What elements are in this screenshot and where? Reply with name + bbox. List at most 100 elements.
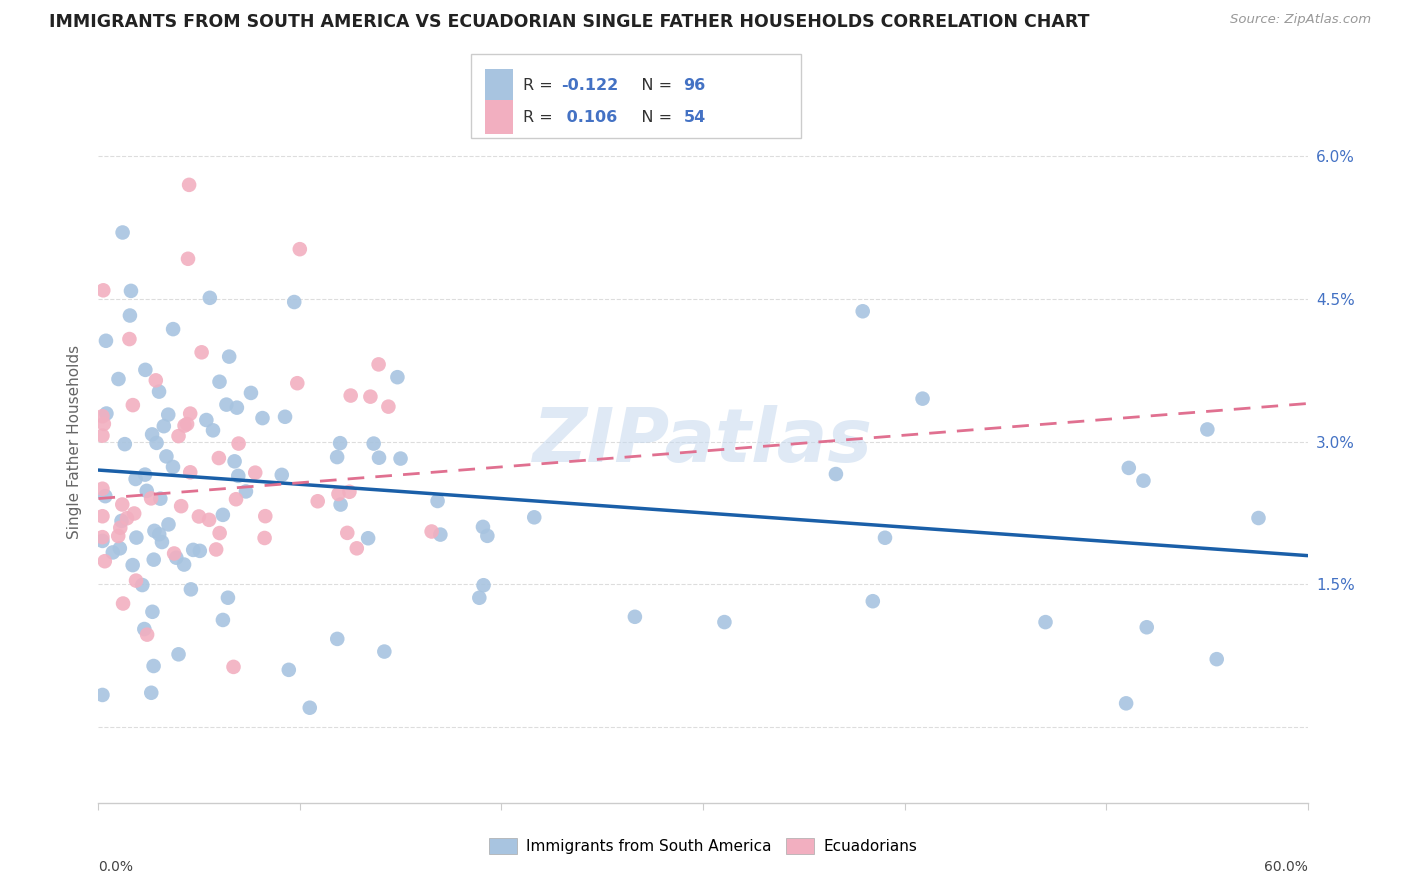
Point [111, 226, 134, 240]
Point [96, 407, 118, 421]
Point [215, 398, 238, 412]
Point [110, 521, 132, 535]
Point [167, 429, 190, 443]
Point [1197, 422, 1219, 436]
Point [190, 345, 212, 359]
Point [252, 411, 274, 425]
Point [167, 648, 190, 662]
Point [121, 558, 143, 573]
Point [91, 482, 114, 496]
Point [179, 466, 201, 480]
Point [1132, 474, 1154, 488]
Point [472, 578, 495, 592]
Point [93, 417, 115, 431]
Point [91, 533, 114, 548]
Point [367, 358, 389, 372]
Point [235, 484, 257, 499]
Text: -0.122: -0.122 [561, 78, 619, 94]
Point [110, 514, 132, 528]
Point [274, 409, 297, 424]
Point [205, 542, 228, 557]
Point [713, 615, 735, 629]
Point [387, 370, 409, 384]
Point [118, 332, 141, 346]
Point [389, 451, 412, 466]
Point [363, 436, 385, 450]
Text: 0.0%: 0.0% [98, 860, 134, 874]
Text: 54: 54 [683, 110, 706, 125]
Point [124, 472, 146, 486]
Point [141, 427, 163, 442]
Text: N =: N = [626, 78, 676, 94]
Point [101, 545, 124, 559]
Point [270, 467, 292, 482]
Point [420, 524, 443, 539]
Point [150, 535, 173, 549]
Point [852, 304, 875, 318]
Point [329, 498, 352, 512]
Point [477, 529, 499, 543]
Point [228, 436, 250, 450]
Point [118, 309, 141, 323]
Point [94, 334, 117, 348]
Point [288, 242, 311, 256]
Point [176, 417, 198, 431]
Text: 60.0%: 60.0% [1264, 860, 1308, 874]
Point [873, 531, 896, 545]
Text: N =: N = [626, 110, 676, 125]
Text: R =: R = [523, 110, 558, 125]
Point [283, 295, 305, 310]
Point [94, 554, 117, 568]
Point [170, 499, 193, 513]
Point [198, 291, 221, 305]
Point [523, 510, 546, 524]
Point [157, 408, 180, 422]
Point [131, 578, 153, 592]
Point [307, 494, 329, 508]
Point [224, 454, 246, 468]
Point [91, 509, 114, 524]
Point [134, 467, 156, 482]
Point [111, 498, 134, 512]
Point [143, 524, 166, 538]
Point [142, 659, 165, 673]
Point [139, 491, 162, 506]
Point [368, 450, 391, 465]
Point [125, 574, 148, 588]
Text: Source: ZipAtlas.com: Source: ZipAtlas.com [1230, 13, 1371, 27]
Point [149, 491, 172, 506]
Text: IMMIGRANTS FROM SOUTH AMERICA VS ECUADORIAN SINGLE FATHER HOUSEHOLDS CORRELATION: IMMIGRANTS FROM SOUTH AMERICA VS ECUADOR… [49, 13, 1090, 31]
Point [468, 591, 491, 605]
Point [1247, 511, 1270, 525]
Point [218, 350, 240, 364]
Point [108, 541, 131, 556]
Point [177, 252, 200, 266]
Point [173, 418, 195, 433]
Point [173, 558, 195, 572]
Point [862, 594, 884, 608]
Point [187, 509, 209, 524]
Point [377, 400, 399, 414]
Point [162, 459, 184, 474]
Point [328, 487, 350, 501]
Point [346, 541, 368, 556]
Point [357, 531, 380, 545]
Point [148, 384, 170, 399]
Point [208, 526, 231, 541]
Point [212, 508, 235, 522]
Point [141, 686, 163, 700]
Point [91, 409, 114, 424]
Point [141, 605, 163, 619]
Point [285, 376, 308, 391]
Text: 0.106: 0.106 [561, 110, 617, 125]
Point [245, 466, 267, 480]
Point [825, 467, 848, 481]
Point [145, 373, 167, 387]
Point [426, 494, 449, 508]
Point [94, 489, 117, 503]
Point [134, 622, 156, 636]
Point [91, 283, 114, 297]
Point [153, 419, 176, 434]
Point [1035, 615, 1057, 629]
Point [155, 450, 177, 464]
